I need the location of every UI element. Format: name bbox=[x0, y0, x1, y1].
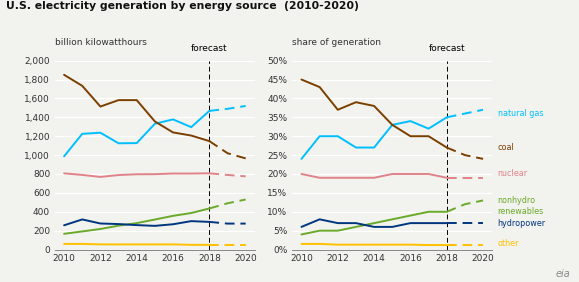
Text: billion kilowatthours: billion kilowatthours bbox=[55, 38, 147, 47]
Text: forecast: forecast bbox=[428, 44, 465, 53]
Text: share of generation: share of generation bbox=[292, 38, 382, 47]
Text: nuclear: nuclear bbox=[498, 169, 528, 179]
Text: forecast: forecast bbox=[191, 44, 228, 53]
Text: U.S. electricity generation by energy source  (2010-2020): U.S. electricity generation by energy so… bbox=[6, 1, 358, 11]
Text: other: other bbox=[498, 239, 519, 248]
Text: nonhydro
renewables: nonhydro renewables bbox=[498, 197, 544, 216]
Text: eia: eia bbox=[556, 269, 570, 279]
Text: coal: coal bbox=[498, 143, 515, 152]
Text: hydropower: hydropower bbox=[498, 219, 546, 228]
Text: natural gas: natural gas bbox=[498, 109, 543, 118]
